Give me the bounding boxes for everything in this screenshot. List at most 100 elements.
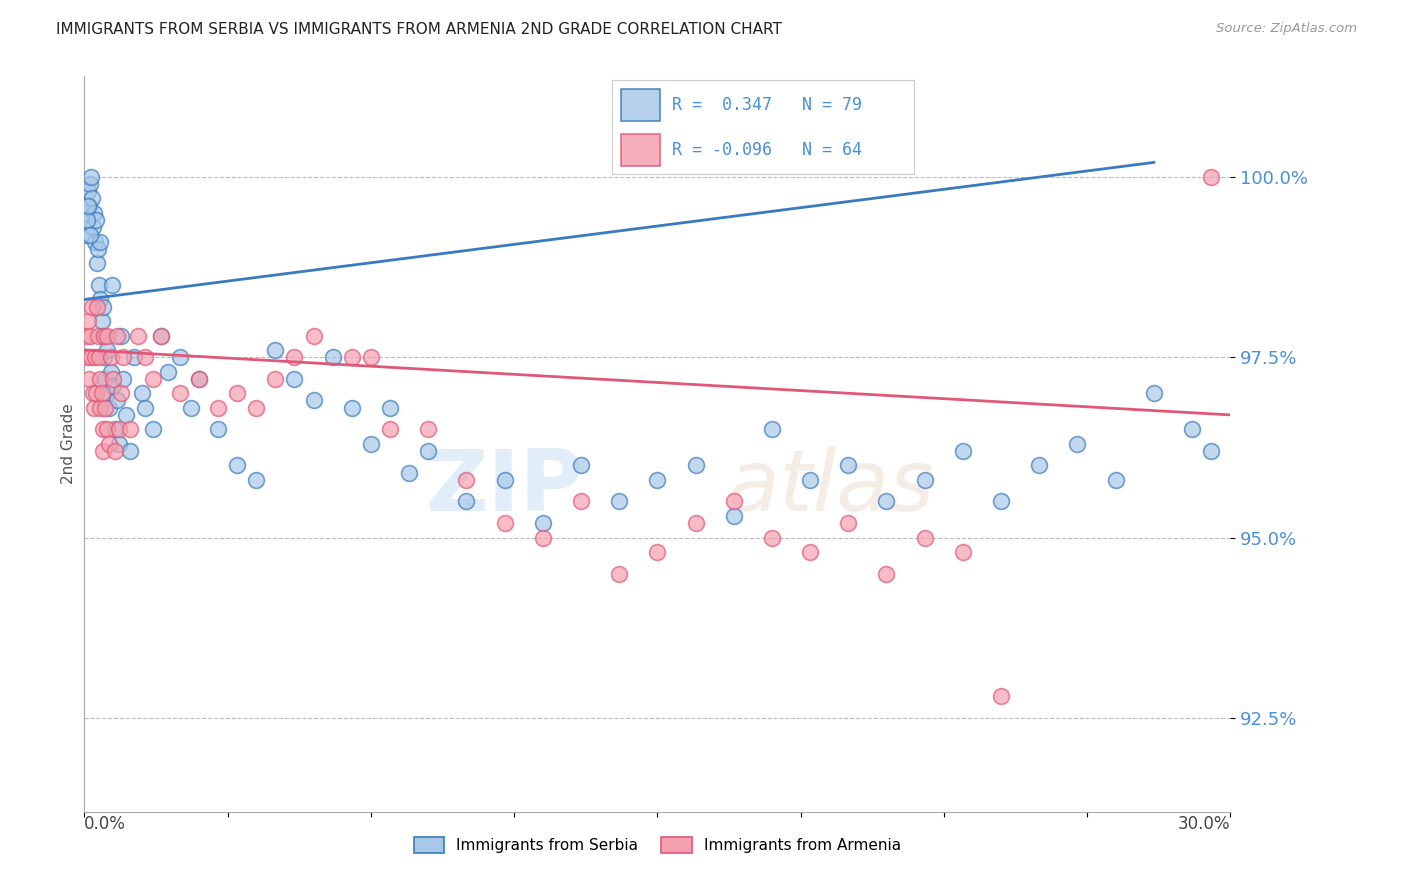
Point xyxy=(76,213,98,227)
Point xyxy=(90,314,112,328)
Text: ZIP: ZIP xyxy=(425,446,583,530)
Point xyxy=(245,473,267,487)
Point xyxy=(101,379,124,393)
Point xyxy=(93,350,115,364)
Point xyxy=(283,350,305,364)
Point xyxy=(127,328,149,343)
Point xyxy=(87,328,110,343)
Point xyxy=(169,350,191,364)
Point xyxy=(799,473,821,487)
Point xyxy=(952,444,974,458)
Point xyxy=(685,458,707,473)
Point xyxy=(761,531,783,545)
Point xyxy=(84,350,107,364)
Point xyxy=(456,494,478,508)
Point xyxy=(80,300,103,314)
Point xyxy=(569,458,592,473)
Point xyxy=(264,343,287,357)
Point xyxy=(83,401,105,415)
Point xyxy=(90,386,112,401)
Point xyxy=(93,300,115,314)
Point xyxy=(111,372,134,386)
Point xyxy=(105,328,128,343)
Point xyxy=(283,372,305,386)
Point xyxy=(188,372,211,386)
Point xyxy=(89,401,111,415)
Point xyxy=(77,184,100,198)
Point xyxy=(837,458,859,473)
Point xyxy=(91,422,114,436)
Text: IMMIGRANTS FROM SERBIA VS IMMIGRANTS FROM ARMENIA 2ND GRADE CORRELATION CHART: IMMIGRANTS FROM SERBIA VS IMMIGRANTS FRO… xyxy=(56,22,782,37)
Point xyxy=(93,444,115,458)
Point xyxy=(89,235,111,249)
Point xyxy=(104,422,127,436)
Point xyxy=(875,566,898,581)
Point xyxy=(456,473,478,487)
Point xyxy=(76,350,98,364)
Point xyxy=(96,422,118,436)
Point xyxy=(98,437,121,451)
Point xyxy=(105,393,128,408)
Point xyxy=(378,422,401,436)
Point xyxy=(360,437,382,451)
Point xyxy=(531,516,554,530)
Point xyxy=(799,545,821,559)
Point xyxy=(207,422,229,436)
Point xyxy=(100,365,122,379)
Point xyxy=(990,494,1012,508)
Point xyxy=(84,213,107,227)
Point xyxy=(77,372,100,386)
Point xyxy=(87,242,110,256)
Point xyxy=(302,328,325,343)
Point xyxy=(723,494,745,508)
Point xyxy=(107,422,129,436)
Point xyxy=(75,227,97,242)
Point xyxy=(569,494,592,508)
Point xyxy=(378,401,401,415)
Point xyxy=(1143,386,1166,401)
Point xyxy=(104,444,127,458)
Point xyxy=(1066,437,1088,451)
Point xyxy=(115,408,138,422)
Point xyxy=(134,401,156,415)
Point xyxy=(1181,422,1204,436)
Point xyxy=(110,328,132,343)
Point xyxy=(79,328,101,343)
Point xyxy=(494,516,516,530)
Point xyxy=(94,372,117,386)
Point xyxy=(87,278,110,293)
Point xyxy=(131,386,153,401)
Point xyxy=(226,386,249,401)
Bar xyxy=(620,88,659,120)
Point xyxy=(875,494,898,508)
Point xyxy=(531,531,554,545)
Point xyxy=(494,473,516,487)
Text: Source: ZipAtlas.com: Source: ZipAtlas.com xyxy=(1216,22,1357,36)
Point xyxy=(101,278,124,293)
Point xyxy=(1199,169,1222,184)
Point xyxy=(82,386,104,401)
Point xyxy=(86,256,108,270)
Point xyxy=(75,328,97,343)
Point xyxy=(149,328,172,343)
Point xyxy=(1199,444,1222,458)
Point xyxy=(647,473,669,487)
Point xyxy=(952,545,974,559)
Point xyxy=(607,494,630,508)
Point xyxy=(76,206,98,220)
Point xyxy=(245,401,267,415)
Point xyxy=(111,350,134,364)
Point xyxy=(82,220,104,235)
Point xyxy=(120,444,142,458)
Bar xyxy=(620,134,659,166)
Point xyxy=(110,386,132,401)
Point xyxy=(418,444,440,458)
Point xyxy=(134,350,156,364)
Point xyxy=(188,372,211,386)
Point xyxy=(84,235,107,249)
Point xyxy=(77,314,100,328)
Point xyxy=(101,372,124,386)
Point xyxy=(1105,473,1128,487)
Point xyxy=(94,401,117,415)
Point xyxy=(990,690,1012,704)
